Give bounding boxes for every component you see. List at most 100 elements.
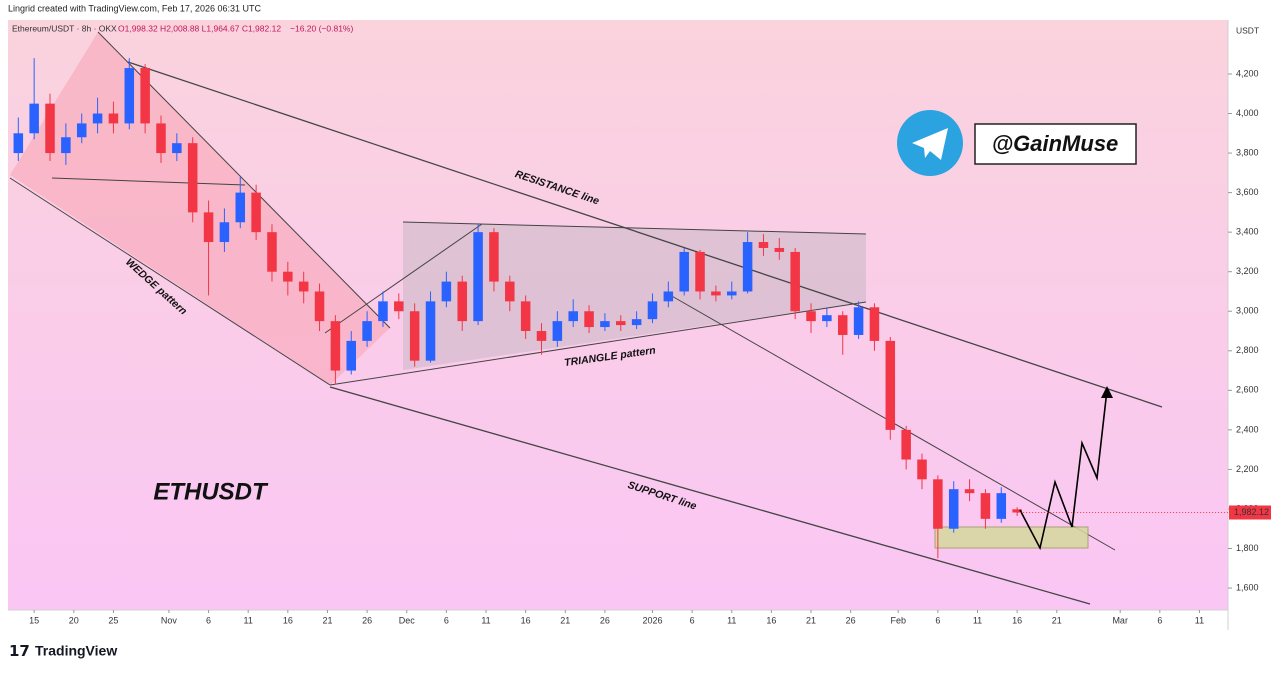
candle-body [298,281,309,292]
x-tick-label: 21 [1052,615,1062,625]
wedge-area [10,32,390,385]
candle-body [13,133,24,154]
candle-body [314,291,325,322]
candle-body [647,301,658,320]
y-tick-label: 3,000 [1236,306,1259,316]
candle-body [172,143,182,154]
y-tick-label: 3,800 [1236,147,1259,157]
x-tick-label: 11 [727,615,736,625]
x-tick-label: 26 [846,615,856,625]
candle-body [76,123,87,138]
y-tick-label: 1,600 [1236,582,1259,592]
y-tick-label: 2,200 [1236,464,1259,474]
candle-body [822,315,832,322]
candle-body [187,143,198,213]
y-tick-label: 2,600 [1236,385,1259,395]
ohlc: O1,998.32 H2,008.88 L1,964.67 C1,982.12 [118,23,281,33]
x-tick-label: 26 [362,615,372,625]
handle-box [974,123,1137,165]
y-tick-label: 3,400 [1236,227,1259,237]
x-tick-label: 21 [560,615,570,625]
candle-body [203,212,214,243]
candle-body [346,340,357,371]
candle-body [917,459,927,480]
wedge-line [9,177,331,386]
candle-body [964,489,975,494]
change: −16.20 (−0.81%) [290,23,353,33]
candle-body [726,291,737,296]
symbol: Ethereum/USDT · 8h · OKX [12,23,117,33]
candle-body [774,247,785,252]
candle-body [409,311,420,361]
telegram-plane [912,128,948,160]
y-tick-label: 4,200 [1236,68,1259,78]
candle-body [45,103,55,154]
candle-body [473,232,483,322]
y-tick-label: 2,400 [1236,424,1259,434]
candle-body [663,291,674,302]
price-axis-bg [1228,20,1272,630]
x-tick-label: 11 [973,615,982,625]
x-tick-label: 6 [206,615,211,625]
candle-body [156,123,166,154]
y-tick-label: 2,800 [1236,345,1259,355]
triangle-line [402,221,867,235]
candle-body [441,281,452,302]
candle-body [711,291,721,296]
y-tick-label: 3,200 [1236,266,1259,276]
resistance-line [127,61,1163,408]
handle: @GainMuse [992,131,1119,156]
candle-body [901,429,911,460]
x-tick-label: 25 [108,615,118,625]
support-zone [934,526,1089,549]
candle-body [806,311,816,322]
candle-body [885,340,896,430]
candle-body [219,222,230,243]
y-tick-label: 3,600 [1236,187,1259,197]
candle-body [457,281,467,322]
candle-body [235,192,246,223]
candle-body [568,311,578,322]
candle-body [679,251,689,292]
candle-body [394,301,404,312]
x-tick-label: 6 [935,615,940,625]
candle-body [267,232,277,272]
candle-body [980,493,991,519]
candle-body [552,321,563,341]
candle-body [251,192,261,233]
support-line [329,386,1091,605]
candle-body [742,242,753,292]
candle-body [536,331,547,341]
x-tick-label: 15 [29,615,39,625]
triangle-line [324,223,483,334]
logo-mark: 𝟭𝟳 [9,643,30,660]
candle-body [29,103,39,134]
candle-body [584,311,594,328]
candle-body [948,489,959,529]
x-tick-label: 2026 [642,615,662,625]
candle-body [140,68,150,124]
time-axis-bg [8,610,1228,630]
wedge-line [51,177,246,186]
candle-body [330,321,341,371]
footer-logo-group: 𝟭𝟳 TradingView [9,643,117,660]
candle-body [600,321,610,328]
last-price-tag [1229,505,1271,520]
header: Lingrid created with TradingView.com, Fe… [8,3,261,13]
x-tick-label: 11 [481,615,490,625]
x-tick-label: 16 [283,615,293,625]
x-tick-label: 21 [806,615,816,625]
candle-body [362,321,372,341]
projection-arrow [1101,386,1113,398]
x-tick-label: 26 [600,615,610,625]
candle-body [933,479,943,529]
x-tick-label: 16 [766,615,776,625]
candle-body [869,307,880,341]
candle-body [425,301,436,361]
candle-body [837,315,848,335]
candle-body [108,113,119,124]
x-tick-label: Mar [1112,615,1128,625]
x-tick-label: 6 [690,615,695,625]
axis-unit: USDT [1236,25,1259,35]
x-tick-label: 16 [1012,615,1022,625]
